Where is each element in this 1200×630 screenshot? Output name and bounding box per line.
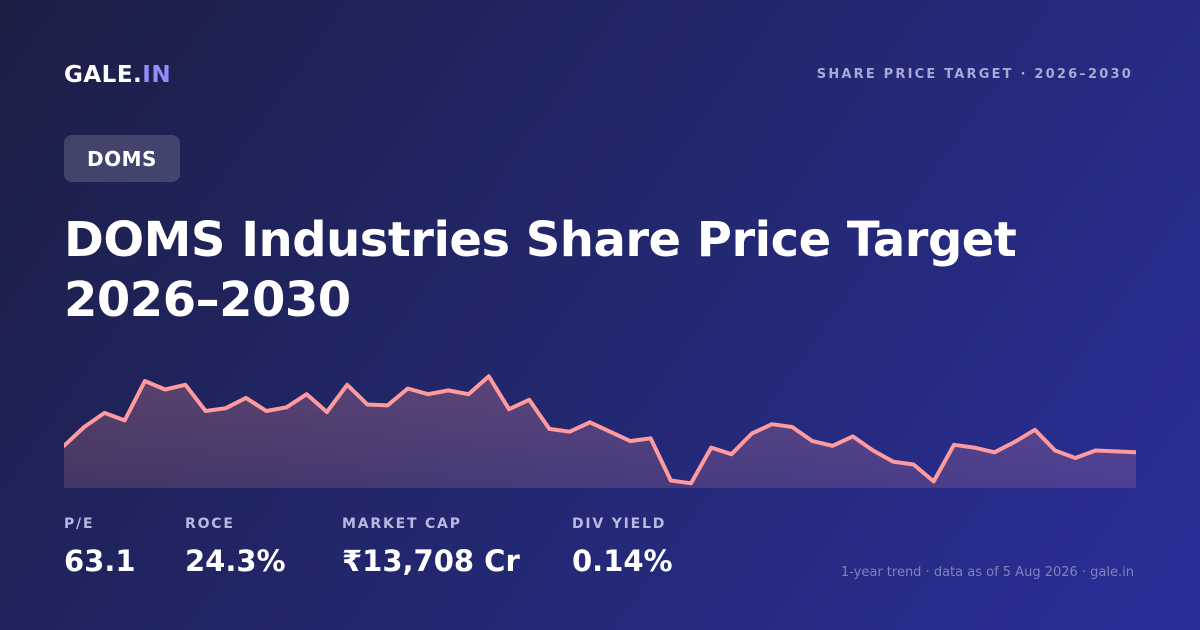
ticker-badge: DOMS (64, 135, 180, 182)
trend-area (64, 376, 1136, 488)
trend-chart (64, 374, 1136, 488)
stat-roce: ROCE 24.3% (185, 516, 286, 578)
footnote: 1-year trend · data as of 5 Aug 2026 · g… (840, 565, 1134, 580)
stat-roce-value: 24.3% (185, 544, 286, 578)
stat-market-cap: MARKET CAP ₹13,708 Cr (342, 516, 520, 578)
stat-pe-label: P/E (64, 516, 95, 532)
stat-market-cap-value: ₹13,708 Cr (342, 544, 520, 578)
stat-div-yield: DIV YIELD 0.14% (572, 516, 673, 578)
brand-tld: IN (142, 62, 172, 88)
stat-pe: P/E 63.1 (64, 516, 136, 578)
stat-div-yield-value: 0.14% (572, 544, 673, 578)
stat-roce-label: ROCE (185, 516, 235, 532)
page-title: DOMS Industries Share Price Target 2026–… (64, 212, 1017, 328)
trend-line (64, 374, 1136, 486)
stat-div-yield-label: DIV YIELD (572, 516, 667, 532)
stat-market-cap-label: MARKET CAP (342, 516, 462, 532)
header-tag: SHARE PRICE TARGET · 2026–2030 (816, 67, 1133, 82)
stat-pe-value: 63.1 (64, 544, 136, 578)
brand-name: GALE. (64, 62, 143, 88)
brand-logo[interactable]: GALE.IN (64, 62, 171, 88)
